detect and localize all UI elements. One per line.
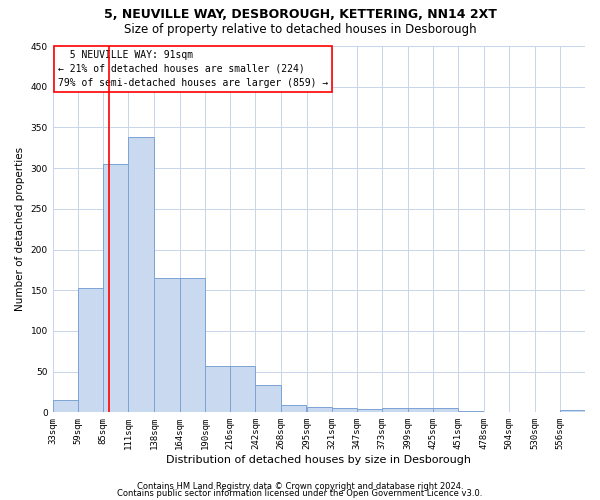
Bar — [560, 410, 585, 412]
Text: Contains public sector information licensed under the Open Government Licence v3: Contains public sector information licen… — [118, 488, 482, 498]
Bar — [205, 366, 230, 412]
Y-axis label: Number of detached properties: Number of detached properties — [15, 147, 25, 311]
Bar — [407, 408, 433, 412]
Bar — [382, 408, 407, 412]
Text: 5, NEUVILLE WAY, DESBOROUGH, KETTERING, NN14 2XT: 5, NEUVILLE WAY, DESBOROUGH, KETTERING, … — [104, 8, 496, 20]
Bar — [357, 409, 382, 412]
Text: 5 NEUVILLE WAY: 91sqm
← 21% of detached houses are smaller (224)
79% of semi-det: 5 NEUVILLE WAY: 91sqm ← 21% of detached … — [58, 50, 328, 88]
Bar — [179, 278, 205, 412]
Bar — [307, 406, 332, 412]
Text: Size of property relative to detached houses in Desborough: Size of property relative to detached ho… — [124, 22, 476, 36]
Bar — [103, 164, 128, 412]
Bar — [281, 405, 306, 412]
Bar — [256, 386, 281, 412]
Bar — [128, 137, 154, 412]
Bar — [230, 366, 256, 412]
Bar — [53, 400, 78, 412]
Bar — [433, 408, 458, 412]
Bar — [78, 288, 103, 412]
Text: Contains HM Land Registry data © Crown copyright and database right 2024.: Contains HM Land Registry data © Crown c… — [137, 482, 463, 491]
Bar — [332, 408, 357, 412]
Bar — [458, 410, 483, 412]
Bar — [154, 278, 179, 412]
X-axis label: Distribution of detached houses by size in Desborough: Distribution of detached houses by size … — [166, 455, 472, 465]
